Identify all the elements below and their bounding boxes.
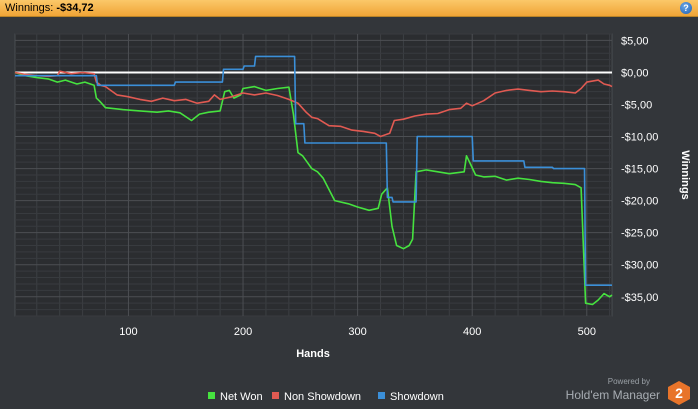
y-tick-label: -$35,00 [621,292,658,304]
x-tick-label: 100 [119,326,137,338]
legend-swatch [272,392,279,399]
title-bar: Winnings: -$34,72 ? [0,0,698,17]
x-axis-title: Hands [296,348,330,360]
grid-major [15,34,612,316]
series-line-net-won [14,71,613,306]
series-layer [14,55,613,306]
legend: Net Won Non Showdown Showdown [208,391,444,403]
y-tick-label: -$15,00 [621,164,658,176]
grid-minor [15,33,612,317]
y-tick-label: $5,00 [621,35,649,47]
y-axis-ticks: $5,00 $0,00 -$5,00 -$10,00 -$15,00 -$20,00 -$2… [621,35,658,303]
powered-by-text: Powered by [607,377,650,386]
legend-label: Non Showdown [284,391,361,403]
winnings-value: -$34,72 [56,2,94,14]
y-tick-label: -$25,00 [621,228,658,240]
y-tick-label: $0,00 [621,67,649,79]
winnings-title: Winnings: -$34,72 [5,2,94,14]
winnings-chart: 100 200 300 400 500 $5,00 $0,00 -$5,00 -$10,00 -… [14,33,691,403]
legend-swatch [208,392,215,399]
help-icon[interactable]: ? [680,2,692,14]
logo-mark: 2 [675,385,683,401]
brand-name: Hold'em Manager [565,388,660,402]
y-tick-label: -$20,00 [621,196,658,208]
legend-label: Showdown [390,391,444,403]
winnings-label: Winnings: [5,2,54,14]
x-tick-label: 200 [234,326,252,338]
x-axis-ticks: 100 200 300 400 500 [119,326,596,338]
y-axis-title: Winnings [679,150,691,199]
branding: Powered by Hold'em Manager 2 [566,377,690,407]
holdem-manager-logo: 2 [668,381,690,405]
x-tick-label: 300 [348,326,366,338]
x-tick-label: 400 [463,326,481,338]
legend-swatch [378,392,385,399]
legend-label: Net Won [220,391,263,403]
y-tick-label: -$10,00 [621,132,658,144]
y-tick-label: -$5,00 [621,100,652,112]
y-tick-label: -$30,00 [621,260,658,272]
x-tick-label: 500 [578,326,596,338]
series-line-showdown [15,55,612,286]
